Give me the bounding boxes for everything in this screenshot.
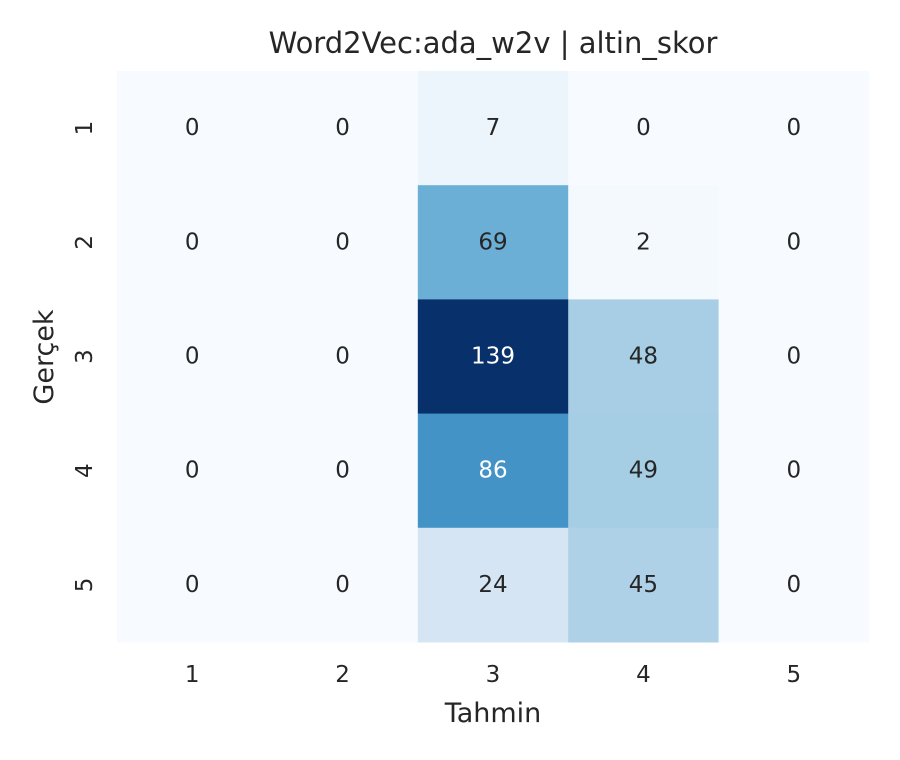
heatmap-cell <box>117 185 268 300</box>
heatmap-cell-value: 0 <box>185 115 200 141</box>
heatmap-cell-value: 0 <box>185 458 200 484</box>
heatmap-cell <box>718 413 870 529</box>
x-tick-label: 2 <box>335 662 350 688</box>
heatmap-cell-value: 24 <box>478 572 507 598</box>
heatmap-cell-value: 0 <box>335 229 350 255</box>
x-tick-label: 1 <box>185 662 200 688</box>
heatmap-cell <box>267 185 419 300</box>
heatmap-cell-value: 0 <box>335 572 350 598</box>
x-tick-label: 5 <box>786 662 801 688</box>
heatmap-cell <box>267 71 419 186</box>
heatmap-cell-value: 0 <box>185 572 200 598</box>
y-tick-label: 2 <box>72 235 98 250</box>
heatmap-cell-value: 0 <box>335 115 350 141</box>
heatmap-cell-value: 0 <box>786 344 801 370</box>
heatmap-cell-value: 0 <box>786 115 801 141</box>
heatmap-cell-value: 49 <box>629 458 658 484</box>
heatmap-cell <box>718 299 870 415</box>
heatmap-cell <box>568 413 720 529</box>
heatmap-cell-value: 48 <box>629 344 658 370</box>
heatmap-cell-value: 0 <box>185 344 200 370</box>
y-tick-label: 3 <box>72 349 98 364</box>
heatmap-cell-value: 0 <box>636 115 651 141</box>
heatmap-cell <box>417 71 569 186</box>
heatmap-cell <box>267 413 419 529</box>
x-tick-label: 4 <box>636 662 651 688</box>
heatmap-cell-value: 7 <box>486 115 501 141</box>
heatmap-cell <box>718 527 870 643</box>
heatmap-cell <box>718 71 870 186</box>
heatmap-cell <box>267 299 419 415</box>
heatmap-cell <box>568 527 720 643</box>
heatmap-cells <box>117 71 870 643</box>
y-tick-label: 5 <box>72 578 98 593</box>
heatmap-cell-value: 86 <box>478 458 507 484</box>
heatmap-cell <box>417 185 569 300</box>
heatmap-cell-value: 139 <box>471 344 515 370</box>
heatmap-cell-value: 0 <box>786 458 801 484</box>
heatmap-cell-value: 0 <box>786 229 801 255</box>
heatmap-cell-value: 0 <box>335 458 350 484</box>
heatmap-cell-value: 0 <box>786 572 801 598</box>
chart-title: Word2Vec:ada_w2v | altin_skor <box>269 26 718 60</box>
heatmap-cell <box>117 299 268 415</box>
heatmap-cell <box>568 299 720 415</box>
x-tick-label: 3 <box>486 662 501 688</box>
y-tick-labels: 1 2 3 4 5 <box>72 121 98 592</box>
heatmap-cell <box>117 413 268 529</box>
heatmap-cell-value: 2 <box>636 229 651 255</box>
x-tick-labels: 1 2 3 4 5 <box>185 662 801 688</box>
heatmap-cell <box>417 299 569 415</box>
heatmap-cell-value: 45 <box>629 572 658 598</box>
heatmap-cell <box>718 185 870 300</box>
y-axis-label: Gerçek <box>29 309 60 404</box>
heatmap-cell <box>417 413 569 529</box>
heatmap-cell-labels: 0 0 7 0 0 0 0 69 2 0 0 0 139 48 0 0 0 86 49 0 0 0 24 45 0 <box>185 115 801 598</box>
heatmap-cell <box>568 71 720 186</box>
y-tick-label: 1 <box>72 121 98 136</box>
heatmap-cell <box>417 527 569 643</box>
heatmap-cell <box>568 185 720 300</box>
x-axis-label: Tahmin <box>444 698 542 729</box>
heatmap-cell-value: 0 <box>185 229 200 255</box>
heatmap-cell-value: 69 <box>478 229 507 255</box>
y-tick-label: 4 <box>72 463 98 478</box>
heatmap-cell <box>117 527 268 643</box>
heatmap-cell-value: 0 <box>335 344 350 370</box>
heatmap-cell <box>117 71 268 186</box>
heatmap-cell <box>267 527 419 643</box>
